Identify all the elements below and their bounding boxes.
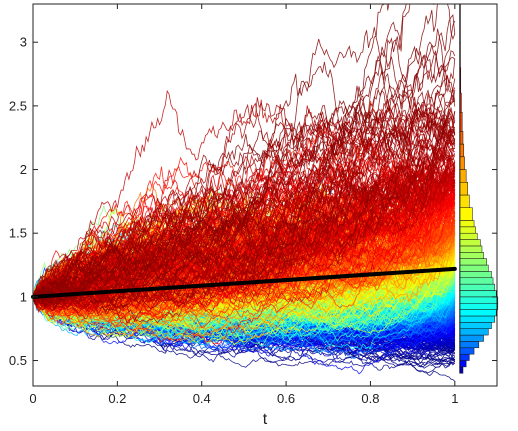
histogram-bar (459, 309, 497, 317)
sample-path (33, 78, 456, 306)
mean-line (31, 266, 457, 299)
histogram-bar (459, 315, 495, 323)
sample-path (33, 150, 455, 300)
histogram-bar (459, 264, 489, 272)
sample-path (33, 4, 390, 306)
histogram-bar (459, 290, 497, 298)
histogram-bar (459, 232, 478, 240)
sample-path (33, 174, 456, 313)
histogram-bar (459, 277, 494, 285)
histogram-bar (459, 353, 470, 361)
sample-paths (33, 4, 456, 382)
histogram-bar (459, 283, 495, 291)
y-tick-label: 2.5 (9, 98, 27, 113)
sample-path (33, 20, 456, 309)
y-tick-label: 0.5 (9, 353, 27, 368)
sample-path (33, 217, 455, 323)
histogram-bar (459, 322, 492, 329)
sample-path (33, 162, 456, 314)
y-tick-label: 1 (20, 289, 27, 304)
histogram-bar (459, 328, 489, 336)
sample-path (33, 108, 456, 298)
sample-path (33, 138, 455, 298)
mean-line-group (31, 266, 457, 299)
histogram-bar (459, 156, 465, 170)
histogram-bar (459, 271, 492, 279)
y-axis-ticks: 0.5 1 1.5 2 2.5 3 (9, 35, 497, 368)
histogram-bar (459, 258, 487, 266)
plot-frame (32, 3, 498, 387)
sample-path (33, 170, 456, 304)
histogram-bar (459, 220, 475, 228)
histogram-bar (459, 252, 484, 259)
y-tick-label: 3 (20, 35, 27, 50)
sample-path (33, 50, 456, 298)
sample-path (33, 89, 456, 298)
sample-path (33, 105, 456, 315)
sample-path (33, 4, 438, 298)
x-tick-label: 0.8 (361, 391, 379, 406)
histogram-bar (459, 143, 465, 158)
histogram-bar (459, 334, 484, 342)
sample-path (33, 110, 456, 312)
sample-path (33, 4, 456, 298)
x-axis-label: t (263, 411, 268, 428)
histogram-bar (459, 226, 476, 234)
sample-path (33, 295, 456, 368)
x-tick-label: 0.4 (193, 391, 211, 406)
x-tick-label: 0.6 (277, 391, 295, 406)
y-tick-label: 1.5 (9, 226, 27, 241)
histogram-bar (459, 239, 481, 247)
histogram-bar (459, 341, 480, 349)
sample-path (33, 99, 456, 298)
histogram-bar (459, 347, 475, 355)
histogram-bar (459, 245, 483, 253)
x-tick-label: 0 (29, 391, 36, 406)
histogram-bar (459, 194, 470, 208)
sample-path (33, 111, 455, 301)
y-tick-label: 2 (20, 162, 27, 177)
histogram-bar (459, 360, 467, 368)
x-axis-ticks: 0 0.2 0.4 0.6 0.8 1 (29, 4, 458, 406)
histogram (459, 3, 499, 374)
sample-path (33, 56, 456, 299)
sample-path (33, 143, 456, 306)
sample-path (33, 123, 456, 300)
histogram-bar (459, 207, 473, 221)
histogram-bar (459, 296, 499, 304)
histogram-bar (459, 302, 499, 310)
sample-path (33, 74, 456, 311)
x-tick-label: 1 (451, 391, 458, 406)
sample-path (33, 139, 456, 302)
histogram-bar (459, 182, 468, 196)
x-tick-label: 0.2 (108, 391, 126, 406)
histogram-bar (459, 169, 467, 183)
